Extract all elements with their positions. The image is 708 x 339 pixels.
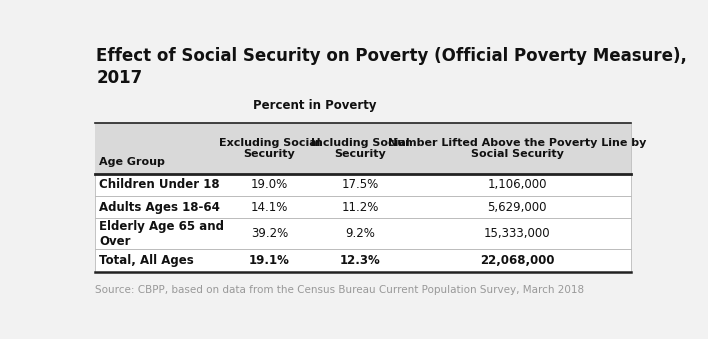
Text: Adults Ages 18-64: Adults Ages 18-64 bbox=[99, 201, 220, 214]
Text: 22,068,000: 22,068,000 bbox=[480, 254, 554, 267]
Text: 12.3%: 12.3% bbox=[340, 254, 380, 267]
Text: Age Group: Age Group bbox=[99, 157, 166, 167]
Text: Total, All Ages: Total, All Ages bbox=[99, 254, 194, 267]
Text: Effect of Social Security on Poverty (Official Poverty Measure),
2017: Effect of Social Security on Poverty (Of… bbox=[96, 47, 687, 87]
Text: 17.5%: 17.5% bbox=[341, 178, 379, 192]
Text: Including Social
Security: Including Social Security bbox=[311, 138, 409, 159]
Text: Children Under 18: Children Under 18 bbox=[99, 178, 220, 192]
Text: 5,629,000: 5,629,000 bbox=[488, 201, 547, 214]
Text: 19.1%: 19.1% bbox=[249, 254, 290, 267]
Text: 11.2%: 11.2% bbox=[341, 201, 379, 214]
Text: 1,106,000: 1,106,000 bbox=[488, 178, 547, 192]
Text: 14.1%: 14.1% bbox=[251, 201, 288, 214]
Text: 19.0%: 19.0% bbox=[251, 178, 288, 192]
Text: 15,333,000: 15,333,000 bbox=[484, 227, 551, 240]
Text: Source: CBPP, based on data from the Census Bureau Current Population Survey, Ma: Source: CBPP, based on data from the Cen… bbox=[95, 285, 584, 295]
Text: Excluding Social
Security: Excluding Social Security bbox=[219, 138, 320, 159]
Text: 9.2%: 9.2% bbox=[346, 227, 375, 240]
Text: Number Lifted Above the Poverty Line by
Social Security: Number Lifted Above the Poverty Line by … bbox=[388, 138, 646, 159]
Text: Elderly Age 65 and
Over: Elderly Age 65 and Over bbox=[99, 220, 224, 248]
Text: Percent in Poverty: Percent in Poverty bbox=[253, 99, 377, 113]
Text: 39.2%: 39.2% bbox=[251, 227, 288, 240]
